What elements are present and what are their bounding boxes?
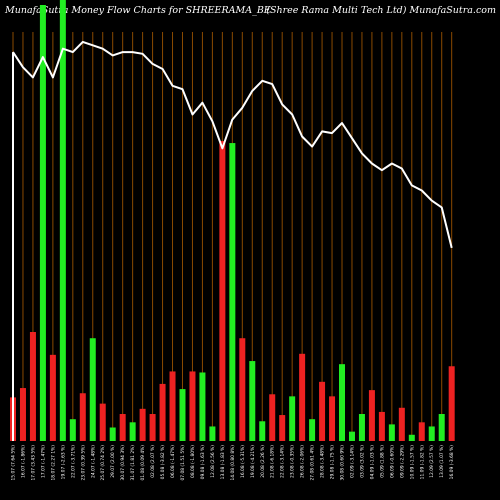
x-tick-label: 16.08 (-5.31%) [240,445,246,478]
money-flow-bar [319,381,326,441]
money-flow-bar [129,422,136,441]
x-tick-label: 22.07 (-3.71%) [70,445,76,478]
x-tick-label: 26.08 (-2.06%) [300,445,306,478]
money-flow-bar [329,396,336,441]
x-tick-label: 29.08 (-1.75 %) [330,445,336,480]
x-tick-label: 22.08 (-3.14%) [280,445,286,478]
x-tick-label: 03.09 (3.02 %) [359,445,365,478]
x-tick-label: 02.09 (-3.14%) [349,445,355,478]
x-tick-label: 08.08 (-1.80%) [190,445,196,478]
money-flow-bar [239,338,246,441]
money-flow-bar [199,372,206,441]
x-tick-label: 18.07 (2.27 1%) [50,445,56,481]
x-tick-label: 24.07 (-1.48%) [90,445,96,478]
x-tick-label: 17.07 (-1.47%) [40,445,46,478]
x-tick-label: 06.09 (-0.60%) [389,445,395,478]
x-tick-label: 29.07 (2.00 %) [110,445,116,478]
money-flow-bar [59,0,66,441]
x-tick-label: 17.07 (3.43 5%) [30,445,36,481]
x-tick-label: 02.08 (2.07 %) [150,445,156,478]
chart-title-right: (Shree Rama Multi Tech Ltd) MunafaSutra.… [266,5,496,16]
money-flow-bar [159,383,166,441]
money-flow-bar [368,390,375,441]
money-flow-bar [408,434,415,441]
money-flow-bar [39,5,46,441]
money-flow-bar [448,366,455,441]
x-tick-label: 23.08 (-0.35%) [290,445,296,478]
x-tick-label: 27.08 (0.61 4%) [310,445,316,481]
money-flow-bar [29,332,36,441]
x-tick-label: 19.08 (-4.21%) [250,445,256,478]
x-tick-label: 30.07 (0.94 3%) [120,445,126,481]
x-tick-label: 01.08 (0.09 4%) [140,445,146,481]
x-tick-label: 12.08 (2.56 %) [210,445,216,478]
x-tick-label: 20.08 (2.26 %) [260,445,266,478]
x-tick-label: 13.08 (-1.83 %) [220,445,226,480]
money-flow-bar [358,414,365,441]
price-line [12,40,453,249]
money-flow-bar [378,411,385,441]
money-flow-bar [219,140,226,441]
money-flow-bar [179,389,186,441]
x-tick-label: 10.09 (-1.57 %) [409,445,415,480]
money-flow-bar [209,426,216,441]
money-flow-bar [149,414,156,441]
money-flow-bar [438,414,445,441]
x-tick-label: 19.07 (-2.63 %) [60,445,66,480]
money-flow-bar [99,403,106,441]
money-flow-bar [49,354,56,441]
chart-title-left: MunafaSutra Money Flow Charts for SHREER… [5,5,271,16]
money-flow-bar [398,407,405,441]
x-tick-label: 23.07 (0.39 5%) [80,445,86,481]
money-flow-bar [299,353,306,441]
x-tick-label: 25.07 (0.74 2%) [100,445,106,481]
x-tick-label: 09.08 (-1.63 %) [200,445,206,480]
money-flow-bar [388,424,395,441]
money-flow-bar [339,364,346,441]
x-tick-label: 14.08 (0.80 8%) [230,445,236,481]
x-tick-label: 09.09 (-2.29%) [399,445,405,478]
money-flow-bar [348,431,355,441]
money-flow-bar [418,422,425,441]
x-tick-label: 30.08 (0.60 9%) [340,445,346,481]
x-tick-label: 07.08 (1.51 5%) [180,445,186,481]
money-flow-bar [229,143,236,442]
money-flow-bar [249,361,256,441]
x-tick-labels: 15.07 (7.64 5%) 16.07 (-1.86%) 17.07 (3.43… [11,445,456,481]
money-flow-bar [19,388,26,441]
price-line-layer [12,40,453,441]
x-tick-label: 06.08 (-1.47%) [170,445,176,478]
x-tick-label: 11.09 (-1.82 %) [419,445,425,480]
money-flow-bar [79,393,86,441]
money-flow-bars [10,0,455,442]
x-tick-label: 15.07 (7.64 5%) [11,445,17,481]
money-flow-bar [119,414,126,441]
money-flow-bar [289,396,296,441]
money-flow-bar [309,419,316,441]
x-tick-label: 12.09 (2.57 %) [429,445,435,478]
money-flow-bar [189,371,196,441]
x-tick-label: 05.09 (1.88 %) [379,445,385,478]
money-flow-bar [109,427,116,441]
x-tick-label: 28.08 (-3.48%) [320,445,326,478]
money-flow-bar [279,415,286,441]
money-flow-bar [169,371,176,441]
x-tick-label: 31.07 (1.81 2%) [130,445,136,481]
x-tick-label: 21.08 (-6.18%) [270,445,276,478]
x-tick-label: 13.09 (1.07 %) [439,445,445,478]
money-flow-bar [259,421,266,441]
money-flow-bar [139,408,146,441]
x-tick-label: 05.08 (-3.82 %) [160,445,166,480]
x-tick-label: 16.09 (-3.68 %) [449,445,455,480]
money-flow-bar [428,426,435,441]
x-tick-label: 04.09 (-1.03 %) [369,445,375,480]
x-tick-label: 16.07 (-1.86%) [20,445,26,478]
money-flow-bar [89,338,96,441]
money-flow-bar [269,394,276,441]
money-flow-bar [69,419,76,441]
